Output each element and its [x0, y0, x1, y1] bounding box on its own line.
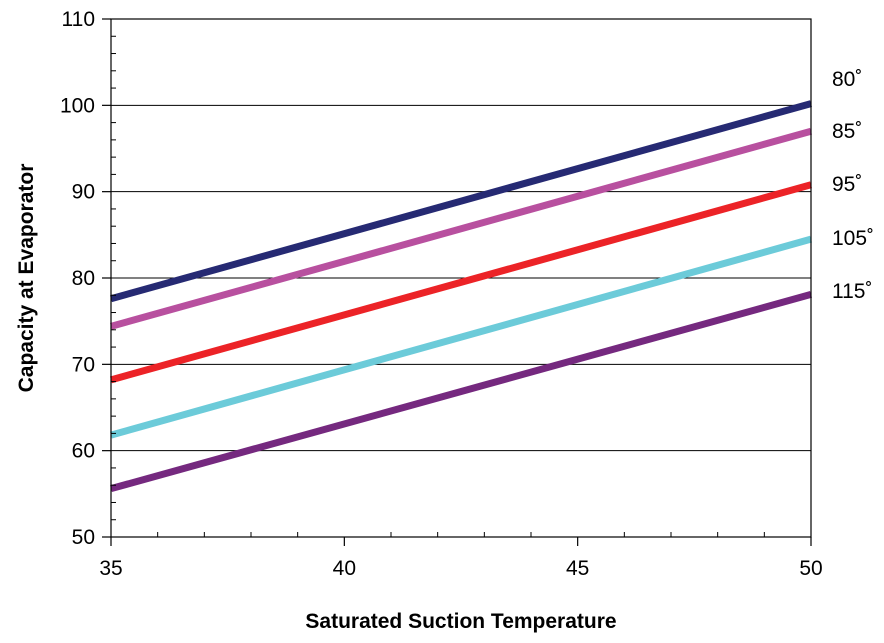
gridlines	[111, 104, 811, 452]
x-tick-label-35: 35	[99, 557, 122, 580]
y-tick-label-90: 90	[72, 181, 95, 204]
y-axis-title: Capacity at Evaporator	[15, 164, 38, 393]
y-tick-label-70: 70	[72, 353, 95, 376]
series-label-3: 105˚	[832, 227, 874, 250]
series-label-2: 95˚	[832, 173, 862, 196]
y-tick-label-80: 80	[72, 267, 95, 290]
series-line-2	[110, 181, 812, 384]
series-line-4	[110, 291, 812, 493]
series-lines	[110, 100, 812, 493]
y-tick-label-110: 110	[62, 8, 95, 31]
series-label-4: 115˚	[832, 280, 872, 303]
x-tick-label-40: 40	[333, 557, 356, 580]
axis-tick-labels: 50 60 70 80 90 100 110 35 40 45 50	[60, 8, 823, 580]
y-tick-label-60: 60	[72, 440, 95, 463]
series-labels: 80˚ 85˚ 95˚ 105˚ 115˚	[832, 68, 874, 303]
series-line-0	[110, 100, 812, 303]
axis-ticks	[102, 18, 812, 546]
x-tick-label-45: 45	[566, 557, 589, 580]
series-label-0: 80˚	[832, 68, 862, 91]
y-tick-label-100: 100	[60, 94, 95, 117]
x-axis-title: Saturated Suction Temperature	[305, 610, 616, 633]
y-tick-label-50: 50	[72, 526, 95, 549]
x-tick-label-50: 50	[799, 557, 822, 580]
series-line-1	[110, 127, 812, 330]
series-label-1: 85˚	[832, 120, 862, 143]
series-line-3	[110, 235, 812, 439]
